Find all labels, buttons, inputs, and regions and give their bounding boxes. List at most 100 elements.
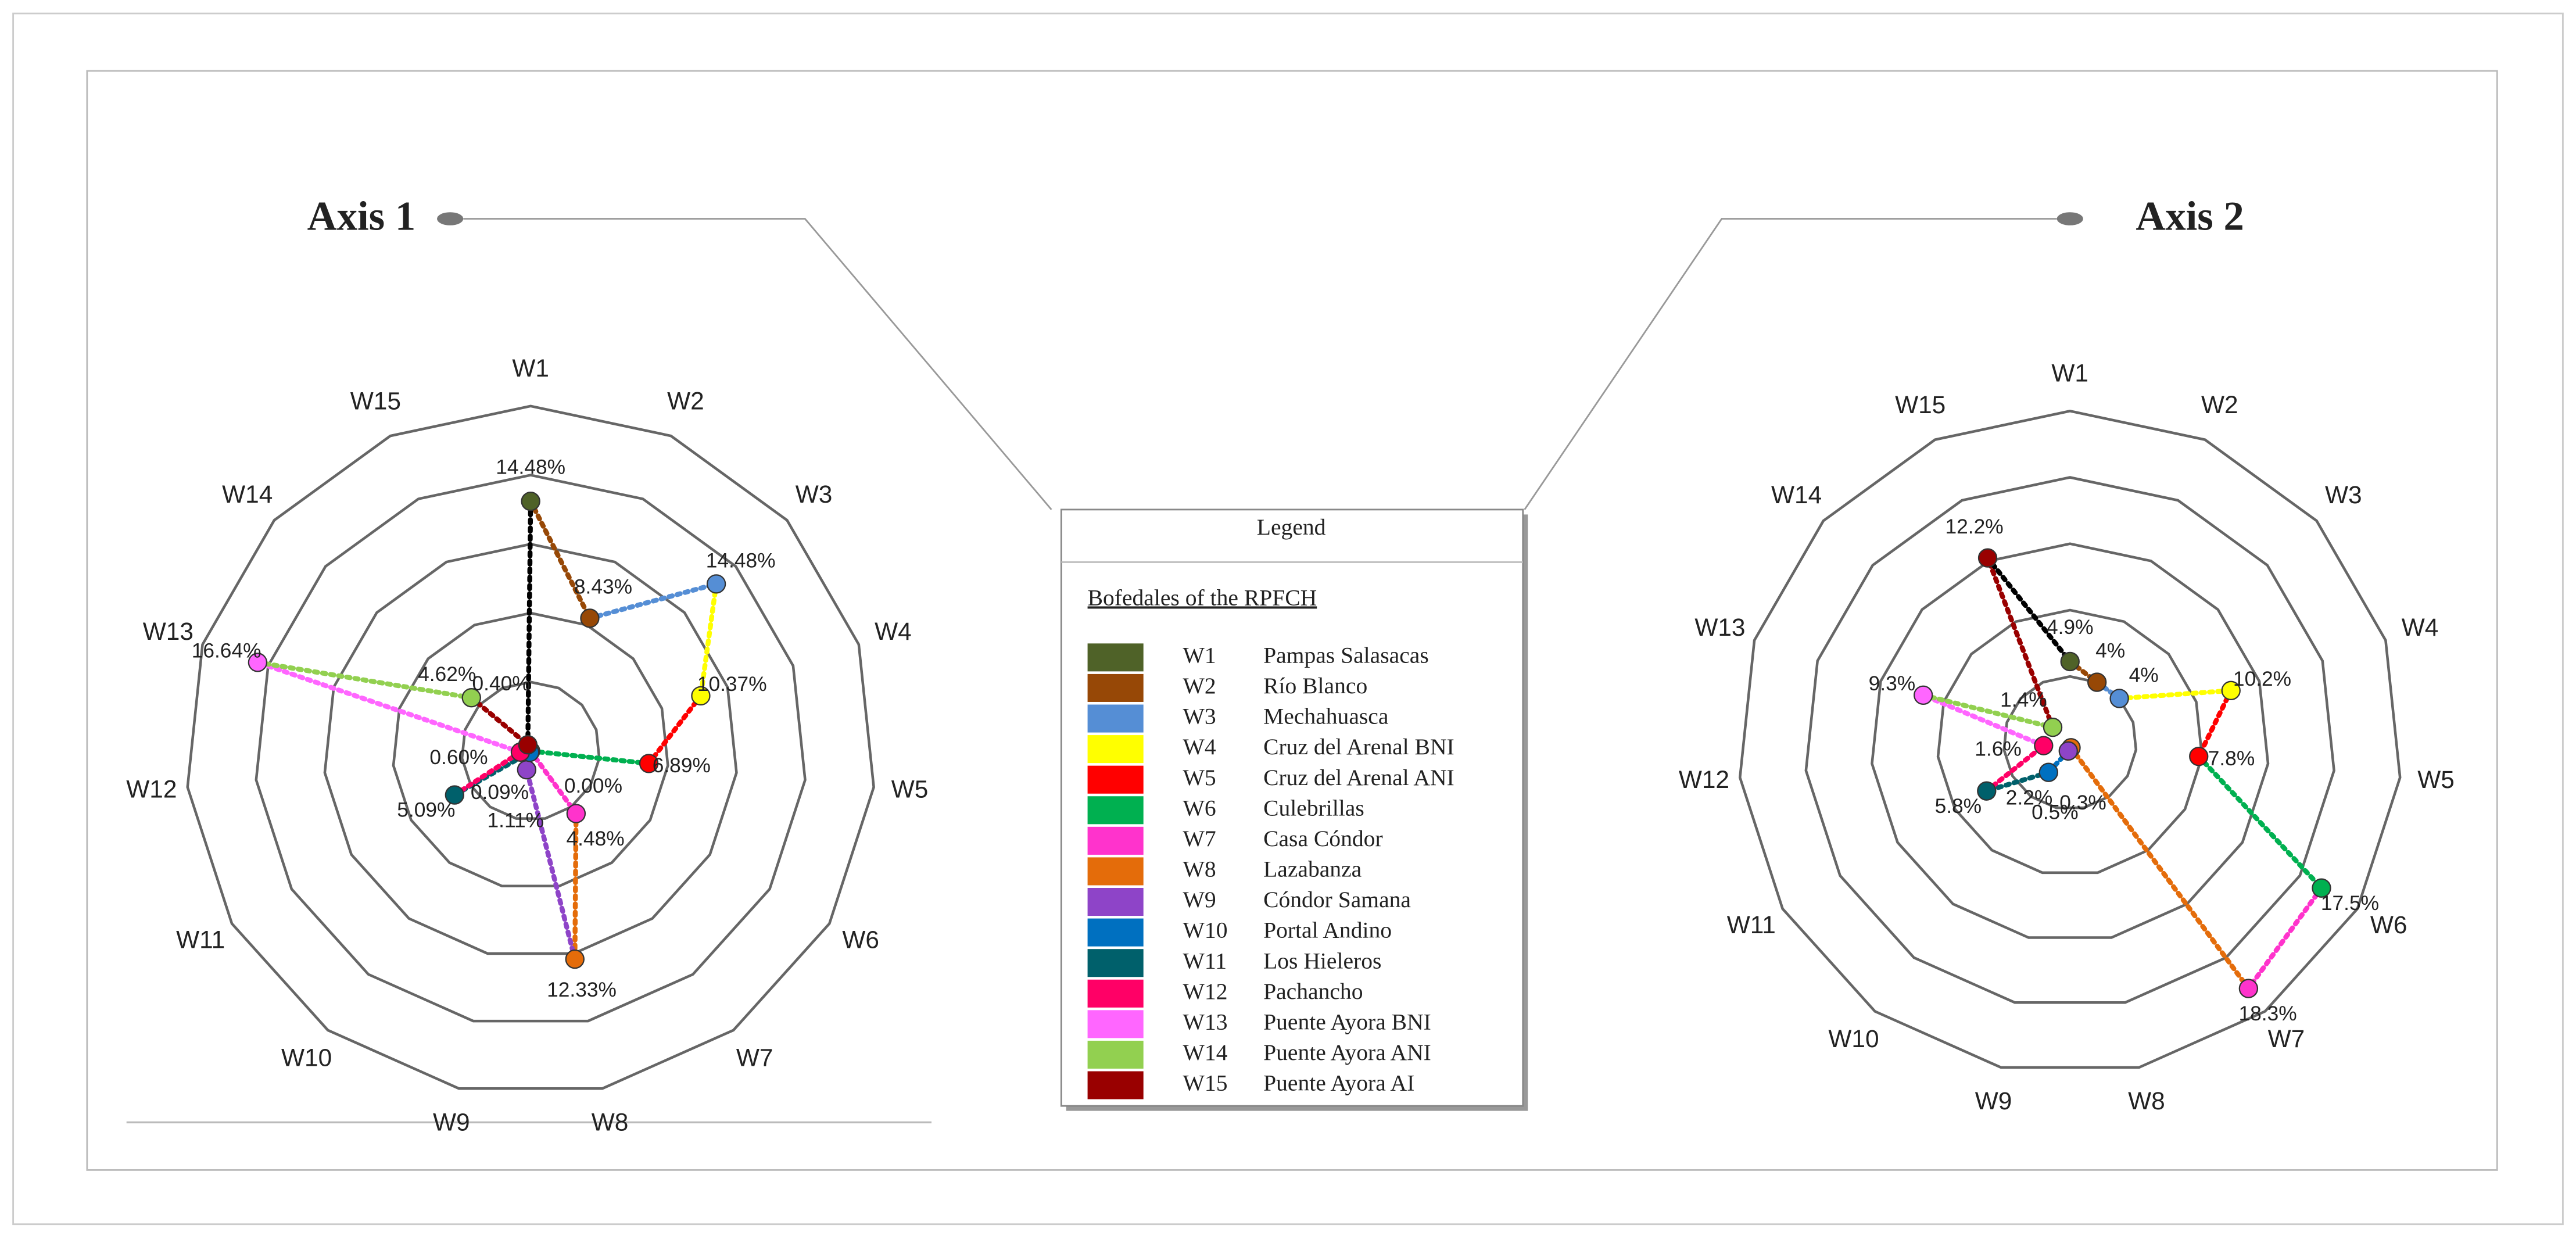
category-label: W7 (736, 1044, 773, 1071)
legend-name: Portal Andino (1263, 918, 1392, 943)
category-label: W10 (281, 1044, 332, 1071)
value-label: 0.5% (2032, 801, 2079, 823)
legend-name: Mechahuasca (1263, 704, 1389, 729)
grid-ring (2002, 675, 2138, 809)
category-label: W2 (2201, 391, 2238, 418)
legend-name: Lazabanza (1263, 857, 1362, 882)
data-point (517, 760, 537, 780)
data-point (2034, 736, 2054, 755)
legend-swatch (1087, 826, 1144, 855)
callout-line (1524, 218, 2057, 510)
legend-name: Puente Ayora ANI (1263, 1040, 1431, 1065)
legend-code: W4 (1183, 734, 1216, 759)
data-point (580, 608, 600, 628)
legend-swatch (1087, 1010, 1144, 1038)
charts: W1 W2 W3 W4 W5 W6 W7 W8 W9 W10 W11 W12 W13 W14 W15 14.4… (126, 354, 2455, 1135)
value-label: 0.3% (2059, 791, 2106, 814)
grid-ring (186, 404, 875, 1090)
category-label: W6 (842, 926, 879, 954)
connector (2068, 745, 2251, 991)
value-label: 0.09% (471, 781, 529, 804)
connector (646, 693, 704, 766)
legend-code: W12 (1183, 979, 1228, 1004)
grid-ring (460, 680, 601, 820)
connector (587, 581, 719, 621)
data-point (2058, 741, 2078, 761)
legend-subtitle: Bofedales of the RPFCH (1088, 585, 1317, 610)
value-label: 4.9% (2047, 616, 2094, 639)
data-point (565, 949, 585, 969)
callout-dot (2056, 212, 2083, 225)
legend-code: W13 (1183, 1009, 1228, 1034)
value-label: 0.40% (472, 672, 530, 695)
category-label: W4 (2402, 614, 2439, 641)
data-point (248, 653, 268, 672)
legend-swatch (1087, 735, 1144, 764)
category-label: W13 (143, 618, 194, 645)
legend-swatch (1087, 979, 1144, 1008)
value-label: 4% (2095, 640, 2125, 662)
category-label: W9 (1975, 1087, 2012, 1115)
connector (528, 748, 579, 816)
grid-ring (1738, 409, 2402, 1069)
legend-name: Culebrillas (1263, 795, 1364, 821)
connector (452, 750, 523, 798)
category-label: W3 (796, 481, 833, 508)
callout-line (463, 218, 1052, 510)
category-label: W10 (1828, 1025, 1879, 1052)
legend-swatch (1087, 1040, 1144, 1069)
data-point (566, 804, 586, 823)
connector (1985, 555, 2073, 664)
connector (255, 660, 523, 755)
value-label: 1.4% (2000, 689, 2047, 711)
category-label: W14 (1771, 481, 1822, 508)
legend-code: W5 (1183, 765, 1216, 790)
data-point (691, 686, 711, 706)
grid-ring (1871, 542, 2270, 939)
connector (255, 660, 474, 700)
category-label: W9 (433, 1108, 470, 1135)
value-label: 18.3% (2239, 1002, 2297, 1025)
data-point (2043, 717, 2063, 737)
data-point (1977, 781, 1997, 801)
grid-ring (1936, 608, 2204, 875)
connector (1921, 693, 2047, 748)
data-point (445, 785, 465, 805)
data-point (2312, 878, 2331, 898)
connector (572, 811, 579, 962)
category-label: W15 (1895, 391, 1946, 418)
connector (2246, 885, 2324, 991)
legend-title: Legend (1257, 514, 1326, 540)
category-label: W4 (875, 618, 912, 645)
category-label: W7 (2268, 1025, 2305, 1052)
value-label: 12.33% (547, 979, 617, 1001)
value-label: 14.48% (496, 456, 565, 478)
legend-swatch (1087, 673, 1144, 702)
category-label: W5 (2417, 766, 2455, 793)
data-point (639, 754, 659, 773)
value-label: 9.3% (1869, 672, 1916, 695)
connector (525, 499, 533, 747)
category-label: W12 (1679, 766, 1729, 793)
connector (2196, 688, 2234, 759)
value-label: 10.37% (697, 673, 767, 696)
legend-swatch (1087, 949, 1144, 977)
category-label: W5 (891, 775, 929, 802)
category-label: W12 (126, 775, 177, 802)
category-label: W13 (1694, 614, 1745, 641)
legend-name: Puente Ayora BNI (1263, 1009, 1431, 1034)
connector (528, 748, 651, 766)
category-label: W15 (350, 388, 401, 415)
value-label: 6.89% (653, 754, 711, 777)
legend-swatch (1087, 918, 1144, 947)
legend-code: W2 (1183, 673, 1216, 698)
legend-name: Cóndor Samana (1263, 887, 1411, 912)
value-label: 4% (2129, 664, 2159, 686)
value-label: 8.43% (574, 576, 632, 599)
legend-items: W1 Pampas Salasacas W2 Río Blanco W3 Mechahua… (1087, 642, 1454, 1099)
connector (1984, 743, 2047, 794)
data-point (521, 491, 540, 511)
value-label: 1.11% (488, 809, 544, 832)
legend-name: Cruz del Arenal BNI (1263, 734, 1454, 759)
